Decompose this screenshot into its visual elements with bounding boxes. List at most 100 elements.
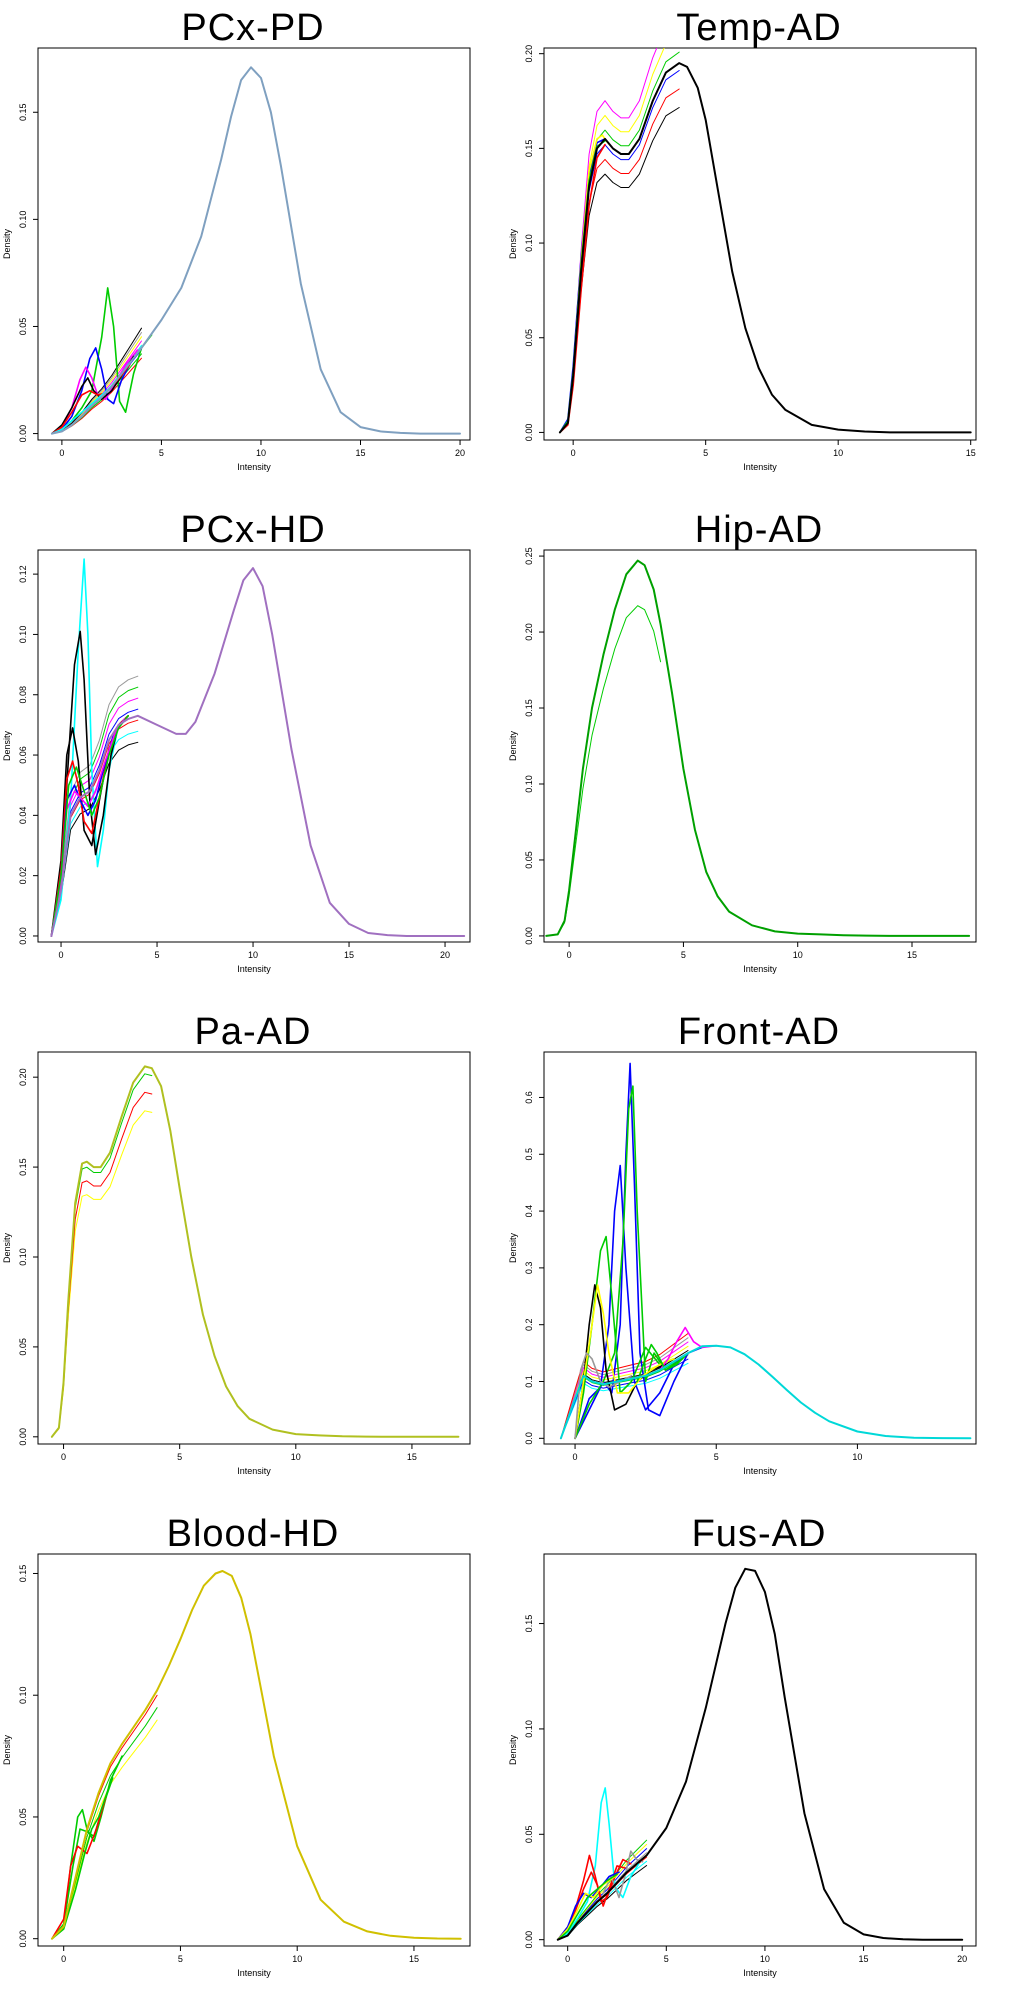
x-axis-label: Intensity [237, 1968, 271, 1978]
series-group [50, 558, 466, 937]
y-tick-label: 0.20 [524, 623, 534, 641]
plot-area: 0 5 10 15 20 0.00 0.05 0.10 0.15 Intensity Density [2, 47, 471, 472]
y-tick-label: 0.10 [18, 1248, 28, 1266]
main-density-line [556, 1567, 964, 1941]
y-tick-label: 0.20 [524, 45, 534, 63]
sample-density-line [51, 1796, 107, 1940]
series-group [545, 559, 971, 937]
plot-area: 0 5 10 15 0.00 0.05 0.10 0.15 0.20 Intensity Densi… [508, 45, 977, 472]
x-tick-label: 10 [760, 1954, 770, 1964]
y-tick-label: 0.06 [18, 746, 28, 764]
x-tick-label: 10 [793, 950, 803, 960]
chart-title: Blood-HD [166, 1513, 340, 1555]
sample-density-line [51, 355, 135, 435]
y-axis-label: Density [508, 1734, 518, 1765]
sample-density-line [51, 1782, 112, 1940]
y-tick-label: 0.15 [18, 1565, 28, 1583]
y-tick-label: 0.05 [18, 1338, 28, 1356]
x-tick-label: 5 [703, 448, 708, 458]
sample-density-line [559, 48, 665, 433]
y-axis-label: Density [508, 1232, 518, 1263]
y-tick-label: 0.20 [18, 1068, 28, 1086]
series-group [559, 1062, 972, 1440]
x-tick-label: 5 [681, 950, 686, 960]
plot-frame [543, 1051, 977, 1445]
sample-density-line [636, 1343, 689, 1383]
sample-density-line [559, 140, 606, 434]
x-axis-label: Intensity [237, 1466, 271, 1476]
y-tick-label: 0.10 [18, 626, 28, 644]
y-tick-label: 0.10 [524, 234, 534, 252]
chart-title: PCx-PD [181, 7, 325, 49]
y-tick-label: 0.02 [18, 867, 28, 885]
sample-density-line [559, 138, 606, 434]
x-axis-label: Intensity [743, 1968, 777, 1978]
plot-area: 0 5 10 15 0.00 0.05 0.10 0.15 Intensity Density [2, 1553, 471, 1978]
x-tick-label: 10 [291, 1452, 301, 1462]
x-tick-label: 5 [664, 1954, 669, 1964]
y-tick-label: 0.10 [524, 775, 534, 793]
y-tick-label: 0.00 [524, 927, 534, 945]
x-tick-label: 20 [957, 1954, 967, 1964]
y-tick-label: 0.4 [524, 1205, 534, 1218]
main-density-line [51, 1570, 462, 1940]
y-tick-label: 0.3 [524, 1262, 534, 1275]
y-tick-label: 0.00 [524, 424, 534, 442]
chart-title: PCx-HD [180, 509, 326, 551]
chart-panel-fus-ad: Fus-AD 0 5 10 15 20 0.00 0.05 0.10 0.15 Intensity D… [506, 1506, 1012, 2008]
sample-density-line [559, 107, 680, 433]
chart-panel-temp-ad: Temp-AD 0 5 10 15 0.00 0.05 0.10 0.15 0.20 Intensi… [506, 0, 1012, 502]
x-tick-label: 0 [565, 1954, 570, 1964]
plot-frame [543, 1553, 977, 1947]
sample-density-line [560, 1362, 689, 1439]
y-tick-label: 0.0 [524, 1432, 534, 1445]
x-tick-label: 10 [833, 448, 843, 458]
series-group [558, 48, 972, 434]
y-tick-label: 0.15 [18, 103, 28, 121]
sample-density-line [51, 1110, 153, 1438]
y-tick-label: 0.05 [18, 318, 28, 336]
x-tick-label: 0 [61, 1452, 66, 1462]
y-tick-label: 0.10 [18, 211, 28, 229]
chart-title: Pa-AD [194, 1011, 312, 1053]
chart-title: Hip-AD [694, 509, 824, 551]
y-tick-label: 0.6 [524, 1091, 534, 1104]
y-tick-label: 0.10 [524, 1720, 534, 1738]
x-tick-label: 20 [440, 950, 450, 960]
chart-panel-hip-ad: Hip-AD 0 5 10 15 0.00 0.05 0.10 0.15 0.20 0.25 Inte… [506, 502, 1012, 1004]
sample-density-line [50, 715, 129, 937]
sample-density-line [559, 143, 606, 434]
y-tick-label: 0.05 [524, 329, 534, 347]
x-tick-label: 15 [344, 950, 354, 960]
y-tick-label: 0.1 [524, 1375, 534, 1388]
y-tick-label: 0.00 [18, 1428, 28, 1446]
x-tick-label: 0 [59, 448, 64, 458]
chart-panel-pa-ad: Pa-AD 0 5 10 15 0.00 0.05 0.10 0.15 0.20 Intensity… [0, 1004, 506, 1506]
plot-frame [37, 549, 471, 943]
chart-panel-pcx-hd: PCx-HD 0 5 10 15 20 0.00 0.02 0.04 0.06 0.08 0.10 0.… [0, 502, 506, 1004]
sample-density-line [574, 1085, 684, 1440]
x-tick-label: 10 [256, 448, 266, 458]
sample-density-line [50, 715, 129, 937]
sample-density-line [50, 675, 139, 937]
plot-area: 0 5 10 15 0.00 0.05 0.10 0.15 0.20 0.25 Intensity D… [508, 547, 977, 974]
x-axis-label: Intensity [743, 1466, 777, 1476]
y-tick-label: 0.00 [18, 425, 28, 443]
plot-frame [37, 1553, 471, 1947]
x-tick-label: 20 [455, 448, 465, 458]
x-tick-label: 5 [714, 1452, 719, 1462]
chart-title: Fus-AD [691, 1513, 827, 1555]
series-group [556, 1567, 964, 1941]
plot-area: 0 5 10 0.0 0.1 0.2 0.3 0.4 0.5 0.6 Intensity Densit… [508, 1051, 977, 1476]
x-tick-label: 15 [907, 950, 917, 960]
sample-density-line [557, 1873, 618, 1941]
y-tick-label: 0.10 [18, 1686, 28, 1704]
sample-density-line [559, 51, 680, 433]
x-tick-label: 15 [355, 448, 365, 458]
y-axis-label: Density [2, 1232, 12, 1263]
chart-title: Front-AD [677, 1011, 841, 1053]
x-tick-label: 10 [292, 1954, 302, 1964]
y-axis-label: Density [2, 730, 12, 761]
y-axis-label: Density [2, 228, 12, 259]
y-tick-label: 0.05 [524, 1826, 534, 1844]
